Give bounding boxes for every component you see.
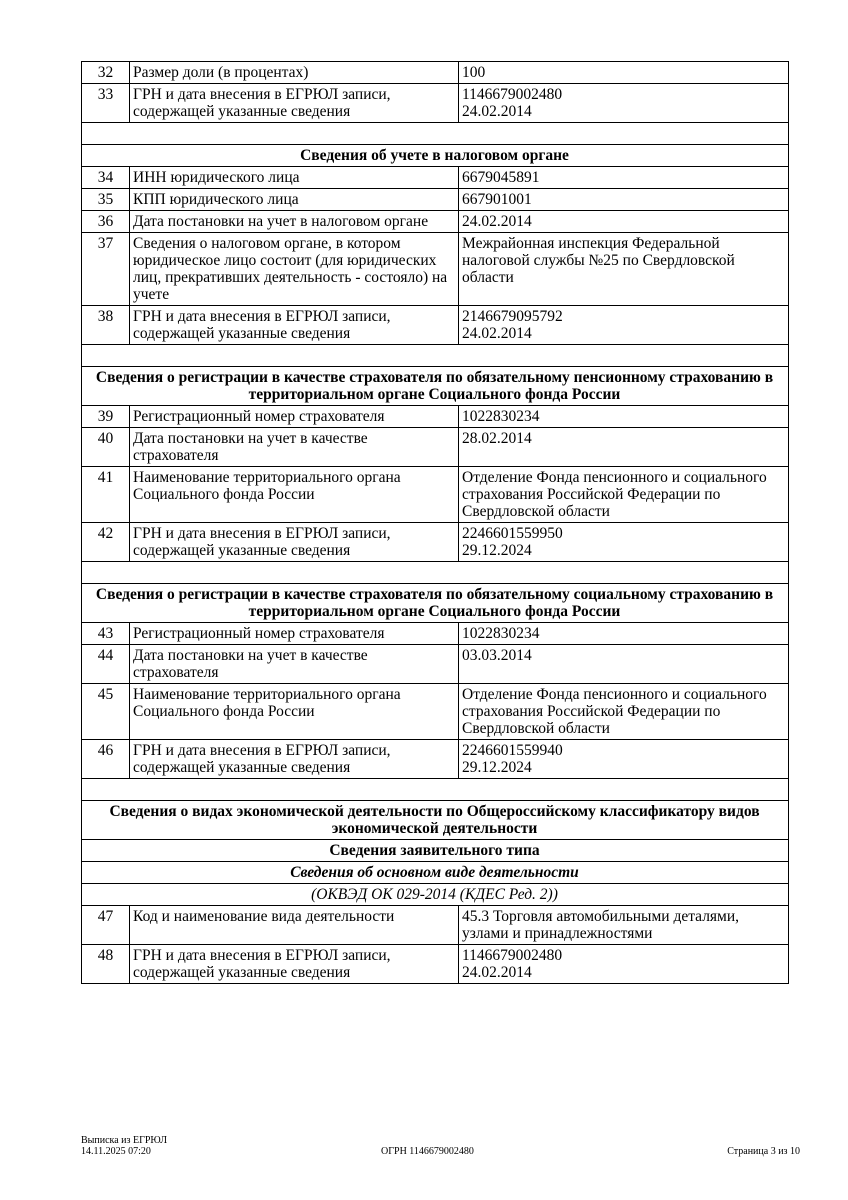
table-row: 48 ГРН и дата внесения в ЕГРЮЛ записи, со… — [81, 944, 789, 984]
table-row: 45 Наименование территориального органа С… — [81, 683, 789, 740]
table-row: 42 ГРН и дата внесения в ЕГРЮЛ записи, со… — [81, 522, 789, 562]
section-header-row: Сведения заявительного типа — [81, 839, 789, 862]
field-value: 1022830234 — [458, 622, 789, 645]
section-header: Сведения о видах экономической деятельно… — [81, 800, 789, 840]
field-label: ГРН и дата внесения в ЕГРЮЛ записи, соде… — [129, 305, 459, 345]
row-number: 47 — [81, 905, 130, 945]
spacer-row — [81, 122, 789, 145]
table-row: 32 Размер доли (в процентах) 100 — [81, 61, 789, 84]
field-value: 2246601559950 29.12.2024 — [458, 522, 789, 562]
field-label: Наименование территориального органа Соц… — [129, 683, 459, 740]
table-row: 34 ИНН юридического лица 6679045891 — [81, 166, 789, 189]
table-row: 37 Сведения о налоговом органе, в котором… — [81, 232, 789, 306]
section-header-row: Сведения о видах экономической деятельно… — [81, 800, 789, 840]
field-value: 28.02.2014 — [458, 427, 789, 467]
row-number: 41 — [81, 466, 130, 523]
field-value: 100 — [458, 61, 789, 84]
field-label: ГРН и дата внесения в ЕГРЮЛ записи, соде… — [129, 522, 459, 562]
spacer-row — [81, 561, 789, 584]
field-label: ГРН и дата внесения в ЕГРЮЛ записи, соде… — [129, 83, 459, 123]
footer-left: Выписка из ЕГРЮЛ 14.11.2025 07:20 — [81, 1135, 167, 1157]
empty-cell — [81, 344, 789, 367]
row-number: 35 — [81, 188, 130, 211]
field-value: Межрайонная инспекция Федеральной налого… — [458, 232, 789, 306]
field-value: Отделение Фонда пенсионного и социальног… — [458, 683, 789, 740]
table-row: 47 Код и наименование вида деятельности 45… — [81, 905, 789, 945]
field-value: 2246601559940 29.12.2024 — [458, 739, 789, 779]
table-row: 40 Дата постановки на учет в качестве стр… — [81, 427, 789, 467]
field-value: 2146679095792 24.02.2014 — [458, 305, 789, 345]
field-value: 667901001 — [458, 188, 789, 211]
empty-cell — [81, 122, 789, 145]
field-value: 24.02.2014 — [458, 210, 789, 233]
table-row: 39 Регистрационный номер страхователя 1022… — [81, 405, 789, 428]
field-value: 1146679002480 24.02.2014 — [458, 944, 789, 984]
field-label: Код и наименование вида деятельности — [129, 905, 459, 945]
row-number: 38 — [81, 305, 130, 345]
field-label: ИНН юридического лица — [129, 166, 459, 189]
field-label: Размер доли (в процентах) — [129, 61, 459, 84]
row-number: 43 — [81, 622, 130, 645]
field-label: КПП юридического лица — [129, 188, 459, 211]
field-value: 03.03.2014 — [458, 644, 789, 684]
row-number: 40 — [81, 427, 130, 467]
footer-doc-title: Выписка из ЕГРЮЛ — [81, 1135, 167, 1146]
table-row: 43 Регистрационный номер страхователя 1022… — [81, 622, 789, 645]
field-label: Регистрационный номер страхователя — [129, 622, 459, 645]
field-label: Дата постановки на учет в качестве страх… — [129, 644, 459, 684]
footer-page-number: Страница 3 из 10 — [727, 1146, 800, 1157]
row-number: 44 — [81, 644, 130, 684]
field-value: 1022830234 — [458, 405, 789, 428]
table-row: 33 ГРН и дата внесения в ЕГРЮЛ записи, со… — [81, 83, 789, 123]
empty-cell — [81, 561, 789, 584]
subsection-header: Сведения об основном виде деятельности — [81, 861, 789, 884]
classifier-row: (ОКВЭД ОК 029-2014 (КДЕС Ред. 2)) — [81, 883, 789, 906]
field-label: ГРН и дата внесения в ЕГРЮЛ записи, соде… — [129, 944, 459, 984]
table-row: 46 ГРН и дата внесения в ЕГРЮЛ записи, со… — [81, 739, 789, 779]
egrul-table: 32 Размер доли (в процентах) 100 33 ГРН и да… — [81, 61, 789, 984]
section-header: Сведения о регистрации в качестве страхо… — [81, 366, 789, 406]
field-label: Наименование территориального органа Соц… — [129, 466, 459, 523]
field-label: Регистрационный номер страхователя — [129, 405, 459, 428]
table-row: 44 Дата постановки на учет в качестве стр… — [81, 644, 789, 684]
row-number: 39 — [81, 405, 130, 428]
section-header-row: Сведения о регистрации в качестве страхо… — [81, 366, 789, 406]
field-label: Дата постановки на учет в качестве страх… — [129, 427, 459, 467]
row-number: 48 — [81, 944, 130, 984]
row-number: 37 — [81, 232, 130, 306]
section-header-row: Сведения о регистрации в качестве страхо… — [81, 583, 789, 623]
field-value: 45.3 Торговля автомобильными деталями, у… — [458, 905, 789, 945]
field-value: 1146679002480 24.02.2014 — [458, 83, 789, 123]
section-header: Сведения об учете в налоговом органе — [81, 144, 789, 167]
table-row: 41 Наименование территориального органа С… — [81, 466, 789, 523]
section-header: Сведения заявительного типа — [81, 839, 789, 862]
table-row: 38 ГРН и дата внесения в ЕГРЮЛ записи, со… — [81, 305, 789, 345]
row-number: 45 — [81, 683, 130, 740]
section-header-row: Сведения об учете в налоговом органе — [81, 144, 789, 167]
classifier-label: (ОКВЭД ОК 029-2014 (КДЕС Ред. 2)) — [81, 883, 789, 906]
row-number: 42 — [81, 522, 130, 562]
spacer-row — [81, 344, 789, 367]
row-number: 32 — [81, 61, 130, 84]
table-row: 35 КПП юридического лица 667901001 — [81, 188, 789, 211]
field-label: Сведения о налоговом органе, в котором ю… — [129, 232, 459, 306]
subsection-header-row: Сведения об основном виде деятельности — [81, 861, 789, 884]
table-row: 36 Дата постановки на учет в налоговом ор… — [81, 210, 789, 233]
row-number: 46 — [81, 739, 130, 779]
footer-ogrn: ОГРН 1146679002480 — [381, 1146, 474, 1157]
field-value: Отделение Фонда пенсионного и социальног… — [458, 466, 789, 523]
row-number: 36 — [81, 210, 130, 233]
empty-cell — [81, 778, 789, 801]
field-value: 6679045891 — [458, 166, 789, 189]
field-label: Дата постановки на учет в налоговом орга… — [129, 210, 459, 233]
footer-datetime: 14.11.2025 07:20 — [81, 1146, 151, 1157]
spacer-row — [81, 778, 789, 801]
row-number: 34 — [81, 166, 130, 189]
row-number: 33 — [81, 83, 130, 123]
section-header: Сведения о регистрации в качестве страхо… — [81, 583, 789, 623]
field-label: ГРН и дата внесения в ЕГРЮЛ записи, соде… — [129, 739, 459, 779]
